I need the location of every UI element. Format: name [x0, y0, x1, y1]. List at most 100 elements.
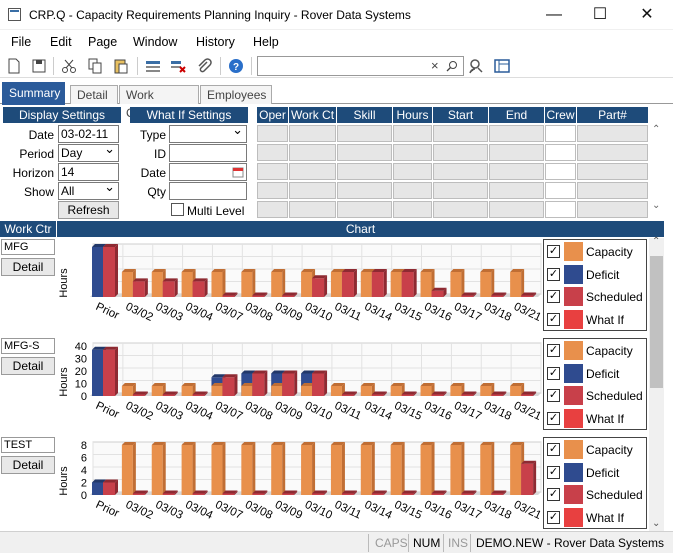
grid-cell[interactable] [393, 163, 432, 180]
vertical-scrollbar[interactable]: ⌃ ⌄ [649, 236, 664, 531]
legend-capacity[interactable]: ✓ Capacity [544, 439, 648, 461]
legend-scheduled[interactable]: ✓ Scheduled [544, 286, 648, 308]
grid-cell[interactable] [337, 125, 392, 142]
grid-cell[interactable] [577, 201, 648, 218]
legend-checkbox[interactable]: ✓ [547, 443, 560, 456]
type-select[interactable] [169, 125, 247, 143]
grid-scroll-up-icon[interactable]: ⌃ [652, 124, 661, 135]
legend-checkbox[interactable]: ✓ [547, 290, 560, 303]
new-document-icon[interactable] [6, 58, 22, 74]
close-button[interactable]: ✕ [640, 6, 654, 23]
period-select[interactable]: Day [58, 144, 119, 162]
grid-cell[interactable] [577, 163, 648, 180]
help-icon[interactable]: ? [228, 58, 244, 74]
legend-deficit[interactable]: ✓ Deficit [544, 264, 648, 286]
grid-cell[interactable] [289, 144, 336, 161]
grid-cell[interactable] [489, 163, 544, 180]
col-work-ct[interactable]: Work Ct [289, 107, 336, 123]
tab-summary[interactable]: Summary [2, 82, 65, 105]
date-input[interactable]: 03-02-11 [58, 125, 119, 143]
paste-icon[interactable] [113, 58, 129, 74]
grid-cell[interactable] [393, 144, 432, 161]
what-if-date-input[interactable] [169, 163, 247, 181]
copy-icon[interactable] [87, 58, 103, 74]
delete-row-icon[interactable] [170, 58, 186, 74]
menu-file[interactable]: File [11, 35, 32, 49]
grid-cell[interactable] [289, 201, 336, 218]
legend-checkbox[interactable]: ✓ [547, 344, 560, 357]
grid-cell[interactable] [289, 125, 336, 142]
grid-cell[interactable] [289, 182, 336, 199]
menu-history[interactable]: History [196, 35, 235, 49]
legend-deficit[interactable]: ✓ Deficit [544, 363, 648, 385]
legend-checkbox[interactable]: ✓ [547, 366, 560, 380]
qty-input[interactable] [169, 182, 247, 200]
grid-cell[interactable] [545, 144, 576, 161]
grid-cell[interactable] [489, 182, 544, 199]
id-input[interactable] [169, 144, 247, 162]
grid-cell[interactable] [545, 125, 576, 142]
legend-scheduled[interactable]: ✓ Scheduled [544, 385, 648, 407]
grid-cell[interactable] [257, 144, 288, 161]
maximize-button[interactable]: ☐ [592, 6, 608, 23]
grid-cell[interactable] [289, 163, 336, 180]
scrollbar-thumb[interactable] [650, 256, 663, 388]
grid-cell[interactable] [393, 182, 432, 199]
grid-cell[interactable] [545, 201, 576, 218]
grid-cell[interactable] [577, 125, 648, 142]
col-skill[interactable]: Skill [337, 107, 392, 123]
col-end[interactable]: End [489, 107, 544, 123]
legend-checkbox[interactable]: ✓ [547, 465, 560, 479]
search-input[interactable]: × [257, 56, 464, 76]
clear-icon[interactable]: × [431, 58, 439, 73]
legend-capacity[interactable]: ✓ Capacity [544, 241, 648, 263]
menu-page[interactable]: Page [88, 35, 118, 49]
grid-cell[interactable] [337, 144, 392, 161]
list-view-icon[interactable] [145, 58, 161, 74]
grid-cell[interactable] [337, 201, 392, 218]
search-icon[interactable] [446, 60, 458, 72]
col-part[interactable]: Part# [577, 107, 648, 123]
save-icon[interactable] [31, 58, 47, 74]
grid-cell[interactable] [337, 163, 392, 180]
work-center-detail-button[interactable]: Detail [1, 258, 55, 276]
horizon-input[interactable]: 14 [58, 163, 119, 181]
grid-cell[interactable] [577, 182, 648, 199]
legend-deficit[interactable]: ✓ Deficit [544, 462, 648, 484]
legend-checkbox[interactable]: ✓ [547, 389, 560, 402]
minimize-button[interactable]: — [546, 6, 562, 23]
tab-detail[interactable]: Detail [70, 85, 118, 104]
grid-cell[interactable] [433, 182, 488, 199]
grid-cell[interactable] [257, 182, 288, 199]
panel-icon[interactable] [494, 58, 510, 74]
grid-cell[interactable] [545, 163, 576, 180]
grid-cell[interactable] [489, 144, 544, 161]
grid-cell[interactable] [545, 182, 576, 199]
cut-icon[interactable] [61, 58, 77, 74]
grid-cell[interactable] [433, 144, 488, 161]
menu-edit[interactable]: Edit [50, 35, 72, 49]
work-center-detail-button[interactable]: Detail [1, 456, 55, 474]
grid-cell[interactable] [433, 125, 488, 142]
tab-employees[interactable]: Employees [200, 85, 272, 104]
grid-cell[interactable] [257, 201, 288, 218]
legend-checkbox[interactable]: ✓ [547, 510, 560, 524]
grid-cell[interactable] [393, 201, 432, 218]
scroll-down-icon[interactable]: ⌄ [652, 518, 661, 529]
legend-what-if[interactable]: ✓ What If [544, 309, 648, 331]
legend-capacity[interactable]: ✓ Capacity [544, 340, 648, 362]
legend-checkbox[interactable]: ✓ [547, 312, 560, 326]
grid-cell[interactable] [433, 201, 488, 218]
col-start[interactable]: Start [433, 107, 488, 123]
multi-level-checkbox[interactable] [171, 203, 184, 216]
grid-cell[interactable] [393, 125, 432, 142]
legend-scheduled[interactable]: ✓ Scheduled [544, 484, 648, 506]
legend-checkbox[interactable]: ✓ [547, 245, 560, 258]
lookup-icon[interactable] [468, 58, 484, 74]
legend-checkbox[interactable]: ✓ [547, 411, 560, 425]
menu-window[interactable]: Window [133, 35, 178, 49]
col-hours[interactable]: Hours [393, 107, 432, 123]
legend-checkbox[interactable]: ✓ [547, 488, 560, 501]
work-center-detail-button[interactable]: Detail [1, 357, 55, 375]
grid-cell[interactable] [257, 163, 288, 180]
